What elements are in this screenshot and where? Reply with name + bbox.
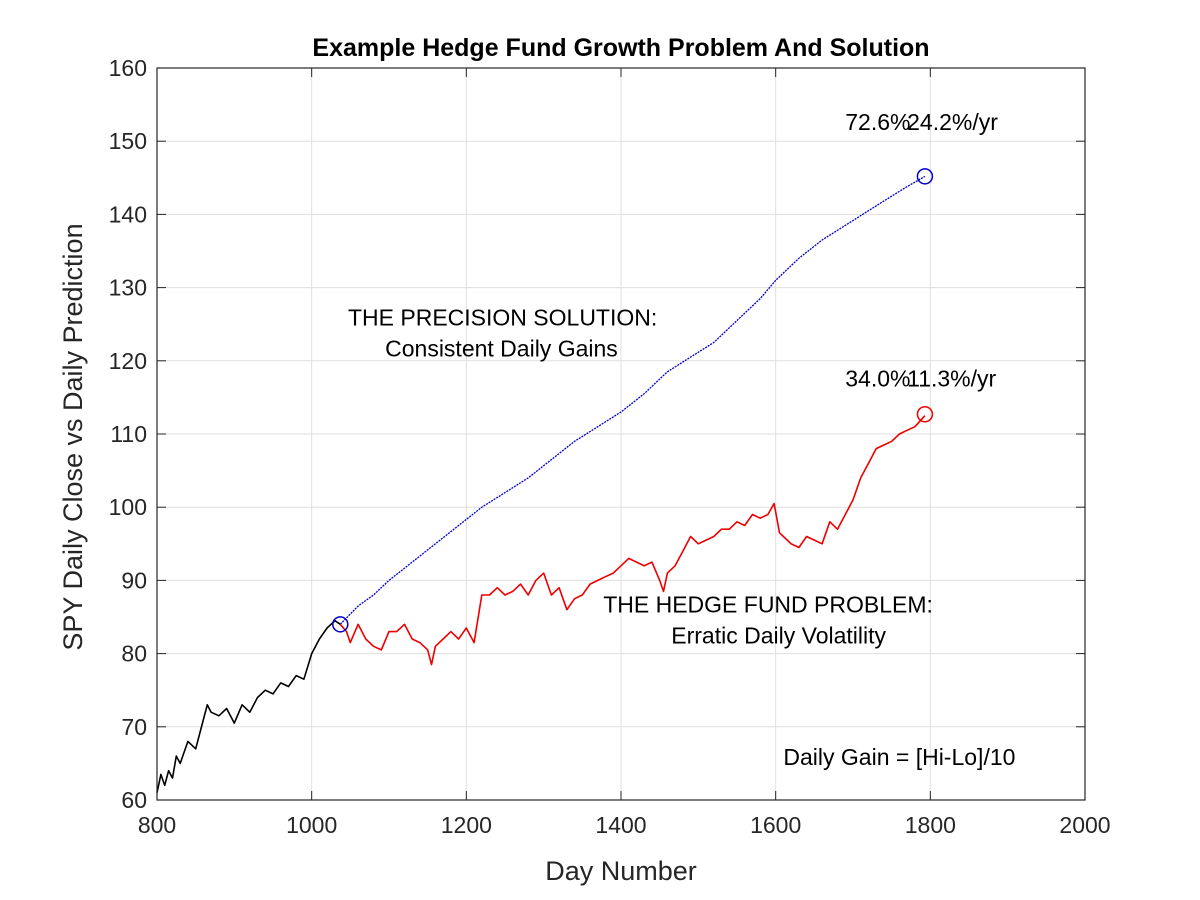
annotation-text: 11.3%/yr [907, 365, 996, 391]
series-line-the-hedge-fund-problem [339, 415, 926, 666]
y-tick-label: 100 [109, 494, 147, 520]
marker-circle [916, 405, 934, 423]
annotation-layer: 72.6%24.2%/yr 34.0%11.3%/yr THE PRECISION … [348, 109, 1015, 770]
x-tick-label: 1800 [905, 812, 956, 838]
x-tick-label: 1000 [286, 812, 337, 838]
y-tick-label: 80 [121, 641, 147, 667]
series-line-the-precision-solution [339, 175, 926, 625]
y-tick-label: 130 [109, 275, 147, 301]
x-tick-label: 800 [138, 812, 176, 838]
y-tick-label: 60 [121, 787, 147, 813]
marker-layer [332, 168, 934, 633]
y-tick-label: 120 [109, 348, 147, 374]
annotation-text: Erratic Daily Volatility [671, 622, 886, 648]
y-tick-label: 160 [109, 55, 147, 81]
annotation-text: 24.2%/yr [907, 109, 998, 135]
chart-title: Example Hedge Fund Growth Problem And So… [312, 34, 929, 62]
y-tick-label: 110 [110, 421, 147, 447]
x-tick-label: 1600 [750, 812, 801, 838]
annotation-text: Consistent Daily Gains [385, 335, 618, 361]
x-axis-label: Day Number [545, 856, 697, 886]
x-tick-label: 1200 [441, 812, 492, 838]
axes-layer: 800 1000 1200 1400 1600 1800 2000 60 70 80 90 100 11… [109, 55, 1111, 838]
marker-circle [332, 616, 349, 633]
y-tick-label: 90 [121, 567, 147, 593]
y-tick-label: 150 [109, 128, 147, 154]
annotation-text: THE PRECISION SOLUTION: [348, 305, 657, 331]
y-axis-label: SPY Daily Close vs Daily Prediction [58, 223, 88, 650]
x-tick-label: 1400 [595, 812, 646, 838]
y-tick-label: 70 [121, 714, 147, 740]
annotation-text: 72.6% [845, 109, 910, 135]
annotation-text: Daily Gain = [Hi-Lo]/10 [783, 744, 1015, 770]
annotation-text: 34.0% [845, 365, 910, 391]
y-tick-label: 140 [109, 201, 147, 227]
annotation-text: THE HEDGE FUND PROBLEM: [603, 592, 933, 618]
marker-circle [916, 168, 934, 185]
series-line-spy-history [156, 619, 341, 793]
x-tick-label: 2000 [1059, 812, 1110, 838]
series-layer [156, 175, 926, 793]
